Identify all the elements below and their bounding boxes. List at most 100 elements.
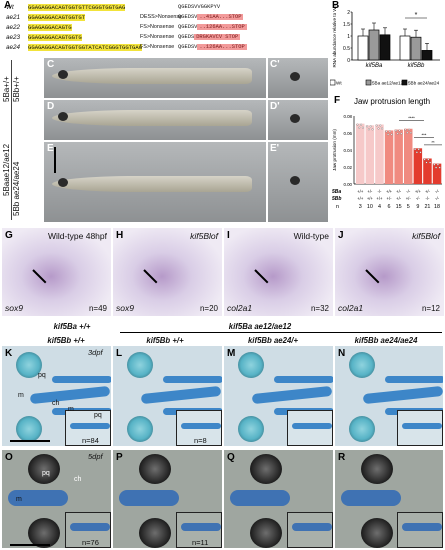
data-point [415,151,418,154]
y-tick-label: 2 [347,10,350,16]
bar [413,148,423,184]
inset-image [287,410,333,446]
bar [357,35,369,61]
cartilage-image [119,490,179,506]
sequence-text: GGAGAGGACAGTGGTGT [28,14,86,21]
alcian-panel: P [113,450,222,548]
data-point [400,132,403,135]
sequence-name: ae24 [6,44,21,51]
n-label: 4 [378,204,381,210]
eye-image [290,72,300,81]
data-point [394,129,397,132]
eye-image [28,454,60,484]
cartilage-label: m [16,496,22,503]
panel-label: O [5,452,13,463]
row-label-5bb: 5Bb [332,196,341,202]
data-point [390,133,393,136]
cartilage-image [163,376,222,383]
alcian-panel: N [335,346,443,446]
cartilage-image [181,423,221,429]
significance-star: * [415,12,418,19]
data-point [375,124,378,127]
sequence-row: ae24 GGAGAGGACAGTGGTGGTATCATCGGGTGGTGAG FS… [6,43,247,52]
data-point [379,124,382,127]
genotype-5ba-label: +/- [396,189,402,194]
cartilage-image [140,385,222,405]
fish-panel-c [44,58,266,98]
eye-image [127,416,153,442]
row-label-5bb-mut: 5Bb ae24/ae24 [12,161,21,217]
cartilage-label: pq [42,470,50,477]
eye-image [139,454,171,484]
data-point [427,158,430,161]
data-point [408,128,411,131]
sequence-text: GGAGAGGACAGTG [28,24,72,31]
legend-label: 5Bb ae24/ae24 [408,81,440,86]
row-label-5ba: 5Ba [332,189,341,195]
sequence-row: ae22 GGAGAGGACAGTG FS>Nonsense QGEDSV ..126A… [6,23,247,32]
data-point [377,127,380,130]
alcian-panel: K [2,346,111,446]
sequence-text: GGAGAGGACAGTGGTGGTATCATCGGGTGGTGAG [28,44,143,51]
gene-label: col2a1 [338,303,364,313]
eye-image [238,416,264,442]
cartilage-image [8,490,68,506]
cartilage-label: m [18,392,24,399]
bar [399,35,411,61]
cartilage-label: ch [52,400,60,407]
legend-swatch [365,79,372,86]
stain-title: kif5Blof [190,231,218,241]
stage-label: 5dpf [88,452,103,461]
cartilage-image [341,490,401,506]
panel-label-f: F [334,95,341,106]
data-point [419,151,422,154]
panel-label-d-prime: D' [270,101,280,112]
eye-image [127,352,153,378]
bar [365,125,375,184]
scale-bar [10,544,50,546]
n-label: 6 [388,204,391,210]
bar [375,124,384,184]
fish-panel-d-prime [268,100,328,140]
panel-label-d: D [47,101,55,112]
protein-sequence: QGEDSV ..126AA...STOP [178,24,247,30]
panel-label-e-prime: E' [270,143,280,154]
n-label: 21 [424,204,430,210]
data-point [387,133,390,136]
y-tick-label: 0 [347,58,350,64]
alcian-panel: M [224,346,333,446]
n-label: 15 [396,204,402,210]
eye-image [290,114,300,123]
bar [404,128,413,184]
y-tick-label: 0.04 [343,148,352,153]
data-point [429,161,432,164]
panel-label: H [116,230,124,241]
genotype-5bb-label: +/+ [357,196,364,201]
protein-sequence: QGEDSV ..41AA...STOP [178,14,244,20]
eye-image [290,176,300,185]
legend-swatch [330,79,336,86]
eye-image [250,518,282,548]
eye-image [361,518,393,548]
inset-image [176,512,222,548]
inset-image [287,512,333,548]
mutation-effect: FS>Nonsense [140,34,175,40]
header-kif5bb-wt-left: kif5Bb +/+ [47,336,85,345]
arrow-marker [54,147,56,173]
legend-swatch [401,79,408,86]
data-point [371,128,374,131]
y-tick-label: 0.5 [343,46,350,52]
data-point [404,128,407,131]
panel-label: P [116,452,123,463]
genotype-5ba-label: +/- [425,189,431,194]
n-count: n=76 [82,538,99,547]
header-kif5bb-wt: kif5Bb +/+ [146,336,184,345]
protein-sequence: QGEDSVVGGKPYV [178,4,221,10]
n-count: n=11 [192,538,209,547]
eye-image [58,70,68,79]
bar [410,36,422,61]
row-label-5bb-wt: 5Bb+/+ [12,76,21,102]
data-point [436,163,439,166]
